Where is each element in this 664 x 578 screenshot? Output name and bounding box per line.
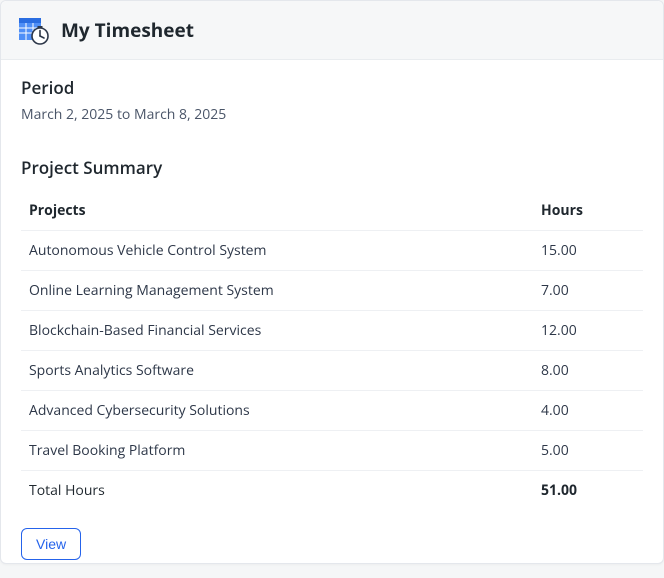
table-row: Sports Analytics Software8.00 (21, 351, 643, 391)
project-name-cell: Sports Analytics Software (21, 351, 533, 391)
project-hours-cell: 8.00 (533, 351, 643, 391)
project-hours-cell: 12.00 (533, 311, 643, 351)
summary-heading: Project Summary (21, 156, 643, 179)
table-header-row: Projects Hours (21, 193, 643, 231)
table-row: Online Learning Management System7.00 (21, 271, 643, 311)
card-body: Period March 2, 2025 to March 8, 2025 Pr… (1, 60, 663, 578)
period-heading: Period (21, 76, 643, 99)
project-hours-cell: 7.00 (533, 271, 643, 311)
project-name-cell: Online Learning Management System (21, 271, 533, 311)
project-name-cell: Travel Booking Platform (21, 431, 533, 471)
table-total-row: Total Hours51.00 (21, 471, 643, 511)
project-name-cell: Blockchain-Based Financial Services (21, 311, 533, 351)
actions-bar: View (21, 528, 643, 560)
total-label-cell: Total Hours (21, 471, 533, 511)
table-row: Blockchain-Based Financial Services12.00 (21, 311, 643, 351)
project-name-cell: Advanced Cybersecurity Solutions (21, 391, 533, 431)
project-hours-cell: 5.00 (533, 431, 643, 471)
project-hours-cell: 4.00 (533, 391, 643, 431)
timesheet-card: My Timesheet Period March 2, 2025 to Mar… (0, 0, 664, 564)
card-header: My Timesheet (1, 1, 663, 60)
total-hours-cell: 51.00 (533, 471, 643, 511)
table-row: Autonomous Vehicle Control System15.00 (21, 231, 643, 271)
col-projects: Projects (21, 193, 533, 231)
project-name-cell: Autonomous Vehicle Control System (21, 231, 533, 271)
table-row: Travel Booking Platform5.00 (21, 431, 643, 471)
table-row: Advanced Cybersecurity Solutions4.00 (21, 391, 643, 431)
view-button[interactable]: View (21, 528, 81, 560)
timesheet-clock-icon (19, 15, 49, 45)
project-summary-table: Projects Hours Autonomous Vehicle Contro… (21, 193, 643, 510)
project-hours-cell: 15.00 (533, 231, 643, 271)
card-title: My Timesheet (61, 17, 194, 43)
period-range: March 2, 2025 to March 8, 2025 (21, 105, 643, 124)
col-hours: Hours (533, 193, 643, 231)
